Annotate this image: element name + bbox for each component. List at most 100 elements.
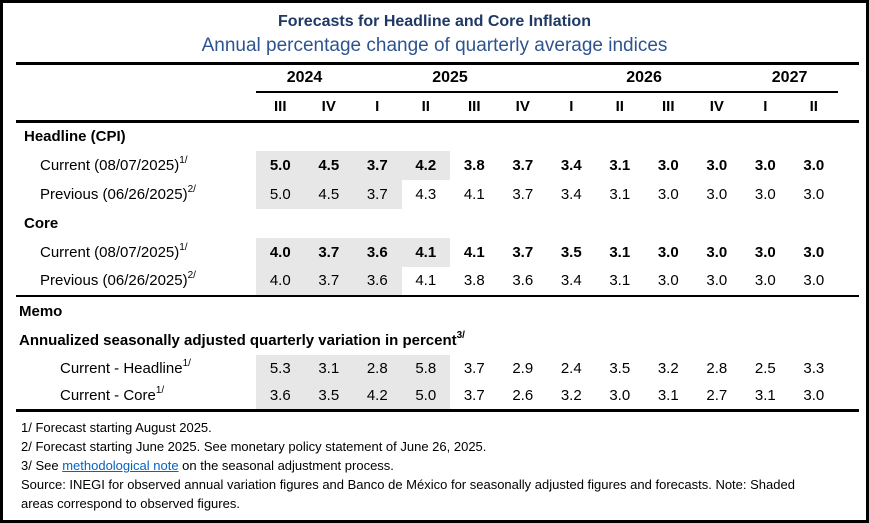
row-label: Previous (06/26/2025)2/ [16,267,256,296]
value-cell: 3.7 [463,387,485,405]
value-cell: 4.2 [401,150,450,180]
row-label: Current - Core1/ [16,383,256,411]
table-row: Current - Headline1/5.3 3.1 2.8 5.8 3.7 2.9 2.… [16,354,859,383]
section-header-row: Core [16,209,859,238]
value-cell: 3.7 [512,156,534,174]
value-cell: 3.5 [304,382,353,411]
value-cell: 3.0 [609,387,631,405]
quarter-header: IV [498,91,548,123]
row-label-text: Current - Headline [60,360,183,377]
value-cell: 5.0 [256,179,305,209]
value-cell: 3.6 [256,382,305,411]
row-label-superscript: 2/ [187,183,196,195]
row-label: Previous (06/26/2025)2/ [16,180,256,209]
quarter-header: II [401,91,450,123]
memo-subheader-row: Annualized seasonally adjusted quarterly… [16,326,859,355]
footnote-3-post: on the seasonal adjustment process. [178,458,394,473]
value-cell: 4.2 [353,382,402,411]
year-header: 2025 [353,63,548,93]
footnote-2: 2/ Forecast starting June 2025. See mone… [21,439,487,454]
value-cell: 3.8 [463,272,485,289]
value-cell: 4.1 [463,185,485,203]
value-cell: 3.0 [657,243,679,261]
row-right-spacer [838,151,859,180]
row-label: Current - Headline1/ [16,355,256,383]
quarter-row-label-spacer [16,91,256,123]
year-header: 2026 [547,63,742,93]
value-cell: 3.1 [609,243,631,261]
memo-subheader-text: Annualized seasonally adjusted quarterly… [19,331,457,349]
row-right-spacer [838,383,859,411]
row-label-text: Current - Core [60,387,156,405]
footnote-3: 3/ See methodological note on the season… [21,456,828,475]
value-cell: 3.0 [706,272,728,289]
value-cell: 3.7 [353,150,402,180]
row-right-spacer [838,180,859,209]
value-cell: 3.1 [657,387,679,405]
quarter-header: I [741,91,790,123]
value-cell: 3.0 [803,387,825,405]
value-cell: 4.5 [304,150,353,180]
source-note: Source: INEGI for observed annual variat… [21,477,795,511]
value-cell: 3.0 [706,185,728,203]
value-cell: 3.1 [609,156,631,174]
value-cell: 3.7 [353,179,402,209]
quarter-header: IV [304,91,353,123]
value-cell: 3.3 [803,360,825,377]
value-cell: 3.0 [803,243,825,261]
quarter-header: I [353,91,402,123]
value-cell: 3.0 [803,156,825,174]
value-cell: 3.6 [353,266,402,296]
table-row: Current - Core1/3.6 3.5 4.2 5.0 3.7 2.6 3.2 3.0… [16,382,859,411]
value-cell: 5.0 [256,150,305,180]
value-cell: 3.1 [609,272,631,289]
table-row: Current (08/07/2025)1/5.0 4.5 3.7 4.2 3.8 3.7… [16,150,859,180]
value-cell: 3.1 [304,354,353,383]
year-row-label-spacer [16,64,256,92]
value-cell: 2.9 [512,360,534,377]
value-cell: 3.7 [463,360,485,377]
row-label: Current (08/07/2025)1/ [16,151,256,180]
quarter-header: I [547,91,596,123]
footnote-3-pre: 3/ See [21,458,63,473]
value-cell: 3.0 [706,243,728,261]
value-cell: 3.6 [512,272,534,289]
value-cell: 3.0 [754,156,776,174]
value-cell: 4.5 [304,179,353,209]
value-cell: 4.0 [256,266,305,296]
section-header: Headline (CPI) [24,128,126,146]
quarter-header: III [644,91,693,123]
value-cell: 3.1 [754,387,776,405]
value-cell: 3.4 [560,272,582,289]
value-cell: 2.8 [353,354,402,383]
row-label-text: Current (08/07/2025) [40,156,180,174]
row-label: Current (08/07/2025)1/ [16,238,256,267]
methodological-note-link[interactable]: methodological note [62,458,179,473]
value-cell: 2.5 [754,360,776,377]
value-cell: 3.7 [512,243,534,261]
row-right-spacer [838,238,859,267]
value-cell: 3.0 [657,272,679,289]
value-cell: 3.0 [803,185,825,203]
value-cell: 4.3 [415,185,437,203]
table-row: Current (08/07/2025)1/4.0 3.7 3.6 4.1 4.1 3.7… [16,237,859,267]
row-label-text: Previous (06/26/2025) [40,185,188,203]
page-subtitle: Annual percentage change of quarterly av… [201,35,668,56]
quarter-header: II [789,91,839,123]
value-cell: 3.0 [657,185,679,203]
value-cell: 5.0 [401,382,450,411]
row-label-text: Current (08/07/2025) [40,243,180,261]
row-right-spacer [838,267,859,296]
value-cell: 4.1 [463,243,485,261]
value-cell: 3.6 [353,237,402,267]
section-header-row: Headline (CPI) [16,122,859,151]
row-label-superscript: 1/ [179,241,188,253]
memo-subheader: Annualized seasonally adjusted quarterly… [16,326,859,355]
section-header: Core [24,214,59,232]
quarter-header: III [450,91,499,123]
quarter-header: II [595,91,645,123]
value-cell: 3.4 [560,185,582,203]
memo-header: Memo [16,294,860,326]
value-cell: 3.7 [304,237,353,267]
